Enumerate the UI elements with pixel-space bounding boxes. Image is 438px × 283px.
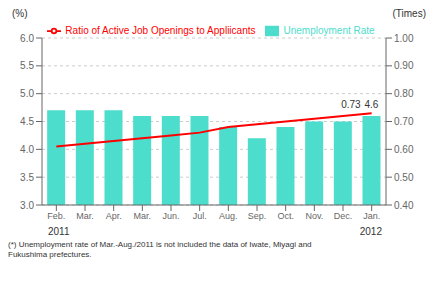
html-text:2012: 2012 [359,226,382,237]
html-text:(Times): (Times) [392,8,426,19]
svg-text:Nov.: Nov. [305,211,323,221]
svg-text:0.80: 0.80 [394,88,414,99]
svg-text:3.0: 3.0 [20,200,34,211]
svg-text:0.90: 0.90 [394,60,414,71]
svg-text:Mar.: Mar. [134,211,152,221]
svg-text:Aug.: Aug. [219,211,238,221]
html-text:Unemployment Rate: Unemployment Rate [283,24,375,36]
svg-text:4.6: 4.6 [365,99,379,110]
svg-text:1.00: 1.00 [394,33,414,44]
svg-text:0.40: 0.40 [394,200,414,211]
svg-text:0.70: 0.70 [394,116,414,127]
svg-text:0.50: 0.50 [394,172,414,183]
html-text:(*) Unemployment rate of Mar.-: (*) Unemployment rate of Mar.-Aug./2011 … [8,240,312,249]
svg-text:Dec.: Dec. [334,211,353,221]
svg-text:Mar.: Mar. [76,211,94,221]
svg-text:Feb.: Feb. [47,211,65,221]
svg-text:Jul.: Jul. [193,211,207,221]
svg-text:5.0: 5.0 [20,88,34,99]
svg-text:Sep.: Sep. [248,211,267,221]
html-text:Ratio of Active Job Openings t: Ratio of Active Job Openings to Appliica… [65,24,256,36]
svg-text:Jan.: Jan. [363,211,380,221]
svg-text:4.0: 4.0 [20,144,34,155]
svg-text:Oct.: Oct. [277,211,294,221]
svg-text:5.5: 5.5 [20,60,34,71]
html-text:Fukushima prefectures.: Fukushima prefectures. [8,250,92,259]
svg-text:3.5: 3.5 [20,172,34,183]
svg-text:Jun.: Jun. [162,211,179,221]
svg-text:Apr.: Apr. [106,211,122,221]
svg-text:6.0: 6.0 [20,33,34,44]
svg-text:4.5: 4.5 [20,116,34,127]
html-text:2011: 2011 [48,226,70,237]
svg-text:0.73: 0.73 [341,99,361,110]
svg-text:0.60: 0.60 [394,144,414,155]
